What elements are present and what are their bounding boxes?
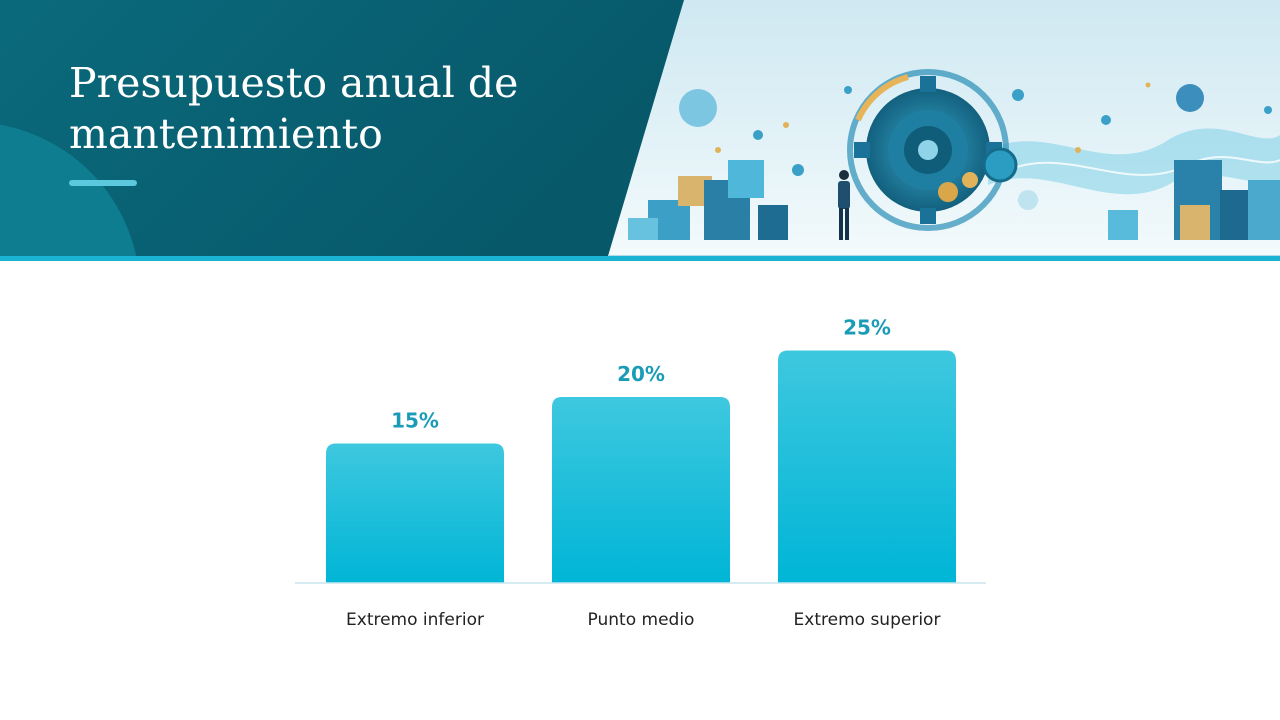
header-banner: Presupuesto anual de mantenimiento xyxy=(0,0,1280,256)
title-line-2: mantenimiento xyxy=(69,110,383,158)
slide-title: Presupuesto anual de mantenimiento xyxy=(69,58,629,160)
title-underline xyxy=(69,180,137,186)
bar-3 xyxy=(778,350,956,583)
bar-value-label: 15% xyxy=(391,409,439,433)
maintenance-illustration xyxy=(608,0,1280,256)
header-accent-line xyxy=(0,256,1280,261)
bar-value-label: 20% xyxy=(617,362,665,386)
category-label: Punto medio xyxy=(588,610,695,630)
category-label: Extremo inferior xyxy=(346,610,484,630)
bar-1 xyxy=(326,443,504,583)
category-label: Extremo superior xyxy=(794,610,941,630)
bar-value-label: 25% xyxy=(843,316,891,340)
title-line-1: Presupuesto anual de xyxy=(69,59,519,107)
bar-2 xyxy=(552,397,730,583)
